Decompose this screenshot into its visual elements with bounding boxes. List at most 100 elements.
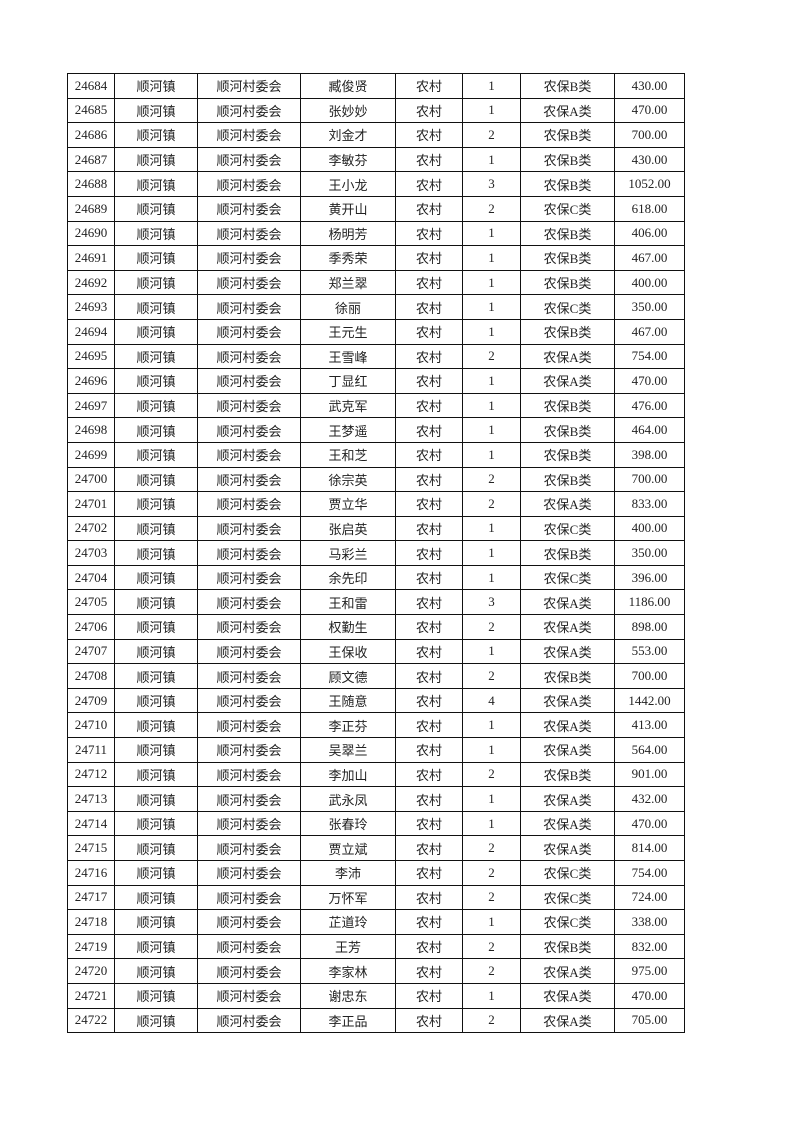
area-type-cell: 农村 xyxy=(395,417,463,443)
table-row: 24710 顺河镇 顺河村委会 李正芬 农村 1 农保A类 413.00 xyxy=(67,712,685,739)
count-cell: 1 xyxy=(462,392,521,419)
amount-cell: 564.00 xyxy=(614,737,685,763)
table-row: 24719 顺河镇 顺河村委会 王芳 农村 2 农保B类 832.00 xyxy=(67,933,685,960)
town-cell: 顺河镇 xyxy=(114,97,198,124)
id-cell: 24721 xyxy=(67,982,115,1009)
committee-cell: 顺河村委会 xyxy=(197,368,301,394)
table-row: 24709 顺河镇 顺河村委会 王随意 农村 4 农保A类 1442.00 xyxy=(67,687,685,714)
area-type-cell: 农村 xyxy=(395,761,463,788)
town-cell: 顺河镇 xyxy=(114,564,198,591)
count-cell: 2 xyxy=(462,860,521,886)
category-cell: 农保A类 xyxy=(520,589,615,616)
amount-cell: 396.00 xyxy=(614,564,685,591)
table-row: 24690 顺河镇 顺河村委会 杨明芳 农村 1 农保B类 406.00 xyxy=(67,220,685,247)
committee-cell: 顺河村委会 xyxy=(197,589,301,616)
area-type-cell: 农村 xyxy=(395,737,463,763)
table-row: 24689 顺河镇 顺河村委会 黄开山 农村 2 农保C类 618.00 xyxy=(67,195,685,222)
table-row: 24700 顺河镇 顺河村委会 徐宗英 农村 2 农保B类 700.00 xyxy=(67,466,685,493)
area-type-cell: 农村 xyxy=(395,540,463,566)
category-cell: 农保A类 xyxy=(520,737,615,763)
area-type-cell: 农村 xyxy=(395,343,463,370)
id-cell: 24703 xyxy=(67,540,115,566)
town-cell: 顺河镇 xyxy=(114,761,198,788)
committee-cell: 顺河村委会 xyxy=(197,933,301,960)
amount-cell: 814.00 xyxy=(614,835,685,861)
name-cell: 马彩兰 xyxy=(300,540,396,566)
count-cell: 1 xyxy=(462,909,521,935)
amount-cell: 898.00 xyxy=(614,614,685,640)
committee-cell: 顺河村委会 xyxy=(197,269,301,296)
table-row: 24694 顺河镇 顺河村委会 王元生 农村 1 农保B类 467.00 xyxy=(67,318,685,345)
id-cell: 24714 xyxy=(67,810,115,837)
committee-cell: 顺河村委会 xyxy=(197,761,301,788)
committee-cell: 顺河村委会 xyxy=(197,614,301,640)
count-cell: 2 xyxy=(462,958,521,984)
committee-cell: 顺河村委会 xyxy=(197,737,301,763)
name-cell: 徐宗英 xyxy=(300,466,396,493)
category-cell: 农保B类 xyxy=(520,417,615,443)
category-cell: 农保C类 xyxy=(520,909,615,935)
area-type-cell: 农村 xyxy=(395,786,463,812)
area-type-cell: 农村 xyxy=(395,958,463,984)
name-cell: 贾立斌 xyxy=(300,835,396,861)
town-cell: 顺河镇 xyxy=(114,614,198,640)
category-cell: 农保B类 xyxy=(520,318,615,345)
committee-cell: 顺河村委会 xyxy=(197,97,301,124)
id-cell: 24707 xyxy=(67,638,115,665)
id-cell: 24688 xyxy=(67,171,115,197)
amount-cell: 553.00 xyxy=(614,638,685,665)
committee-cell: 顺河村委会 xyxy=(197,712,301,739)
id-cell: 24702 xyxy=(67,515,115,542)
committee-cell: 顺河村委会 xyxy=(197,294,301,320)
table-row: 24705 顺河镇 顺河村委会 王和雷 农村 3 农保A类 1186.00 xyxy=(67,589,685,616)
id-cell: 24712 xyxy=(67,761,115,788)
id-cell: 24719 xyxy=(67,933,115,960)
committee-cell: 顺河村委会 xyxy=(197,884,301,911)
town-cell: 顺河镇 xyxy=(114,663,198,689)
amount-cell: 470.00 xyxy=(614,368,685,394)
amount-cell: 705.00 xyxy=(614,1007,685,1034)
count-cell: 2 xyxy=(462,466,521,493)
category-cell: 农保A类 xyxy=(520,958,615,984)
area-type-cell: 农村 xyxy=(395,491,463,517)
amount-cell: 413.00 xyxy=(614,712,685,739)
area-type-cell: 农村 xyxy=(395,909,463,935)
town-cell: 顺河镇 xyxy=(114,909,198,935)
table-row: 24684 顺河镇 顺河村委会 臧俊贤 农村 1 农保B类 430.00 xyxy=(67,73,685,99)
amount-cell: 430.00 xyxy=(614,146,685,173)
name-cell: 徐丽 xyxy=(300,294,396,320)
amount-cell: 467.00 xyxy=(614,245,685,271)
id-cell: 24697 xyxy=(67,392,115,419)
id-cell: 24687 xyxy=(67,146,115,173)
category-cell: 农保B类 xyxy=(520,663,615,689)
town-cell: 顺河镇 xyxy=(114,982,198,1009)
committee-cell: 顺河村委会 xyxy=(197,318,301,345)
count-cell: 2 xyxy=(462,884,521,911)
name-cell: 权勤生 xyxy=(300,614,396,640)
town-cell: 顺河镇 xyxy=(114,860,198,886)
area-type-cell: 农村 xyxy=(395,392,463,419)
town-cell: 顺河镇 xyxy=(114,540,198,566)
count-cell: 2 xyxy=(462,1007,521,1034)
table-row: 24702 顺河镇 顺河村委会 张启英 农村 1 农保C类 400.00 xyxy=(67,515,685,542)
area-type-cell: 农村 xyxy=(395,860,463,886)
area-type-cell: 农村 xyxy=(395,73,463,99)
count-cell: 1 xyxy=(462,294,521,320)
table-row: 24686 顺河镇 顺河村委会 刘金才 农村 2 农保B类 700.00 xyxy=(67,122,685,148)
table-row: 24716 顺河镇 顺河村委会 李沛 农村 2 农保C类 754.00 xyxy=(67,860,685,886)
category-cell: 农保A类 xyxy=(520,982,615,1009)
committee-cell: 顺河村委会 xyxy=(197,466,301,493)
committee-cell: 顺河村委会 xyxy=(197,1007,301,1034)
count-cell: 3 xyxy=(462,589,521,616)
id-cell: 24695 xyxy=(67,343,115,370)
amount-cell: 470.00 xyxy=(614,982,685,1009)
committee-cell: 顺河村委会 xyxy=(197,392,301,419)
category-cell: 农保B类 xyxy=(520,171,615,197)
committee-cell: 顺河村委会 xyxy=(197,564,301,591)
town-cell: 顺河镇 xyxy=(114,146,198,173)
count-cell: 1 xyxy=(462,638,521,665)
category-cell: 农保A类 xyxy=(520,810,615,837)
name-cell: 武克军 xyxy=(300,392,396,419)
table-body: 24684 顺河镇 顺河村委会 臧俊贤 农村 1 农保B类 430.00 24685 顺河镇 顺河村… xyxy=(67,73,685,1034)
area-type-cell: 农村 xyxy=(395,245,463,271)
